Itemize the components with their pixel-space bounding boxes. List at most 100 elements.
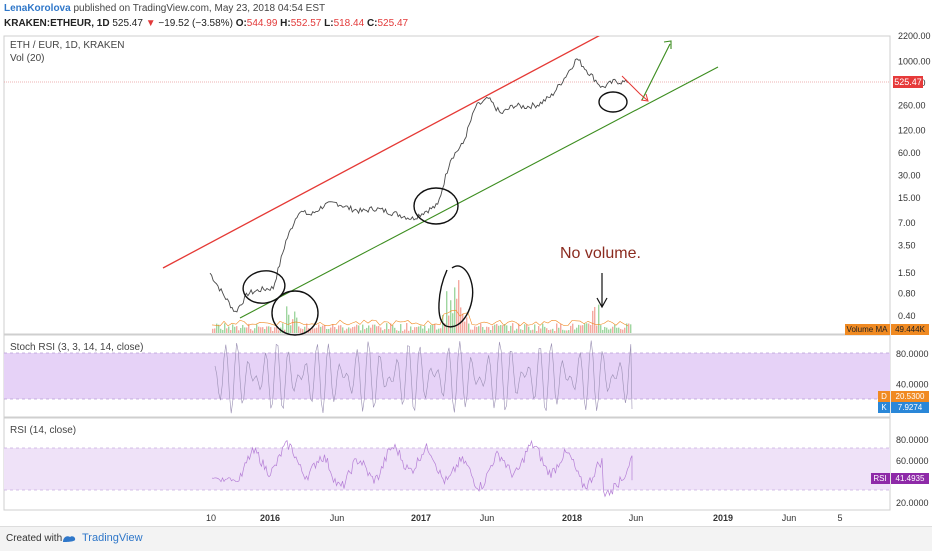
volume-bar bbox=[336, 329, 338, 333]
stoch-k-tag bbox=[878, 402, 890, 413]
chart-svg[interactable]: ETH / EUR, 1D, KRAKEN Vol (20) Stoch RSI… bbox=[0, 0, 932, 526]
volume-bar bbox=[290, 325, 292, 333]
volume-bar bbox=[370, 327, 372, 333]
price-tick-label: 2200.00 bbox=[898, 31, 931, 41]
volume-bar bbox=[354, 326, 356, 333]
volume-bar bbox=[402, 330, 404, 333]
rsi-tick-label: 80.0000 bbox=[896, 435, 929, 445]
time-tick-label: 2016 bbox=[260, 513, 280, 523]
rsi-tick-label: 20.0000 bbox=[896, 498, 929, 508]
volume-bar bbox=[242, 324, 244, 333]
down-arrow-icon: ▼ bbox=[145, 18, 156, 29]
volume-bar bbox=[410, 326, 412, 333]
volume-bar bbox=[490, 330, 492, 333]
price-tick-label: 1.50 bbox=[898, 268, 916, 278]
rsi-axis[interactable]: 80.0000 60.0000 20.0000 bbox=[896, 435, 929, 508]
projection-up-arrow bbox=[641, 43, 671, 101]
volume-bar bbox=[316, 327, 318, 333]
volume-bar bbox=[522, 329, 524, 333]
volume-bar bbox=[514, 330, 516, 333]
volume-bar bbox=[428, 328, 430, 333]
volume-bar bbox=[272, 330, 274, 333]
volume-bar bbox=[482, 326, 484, 333]
price-tick-label: 0.40 bbox=[898, 311, 916, 321]
time-tick-label: 10 bbox=[206, 513, 216, 523]
volume-bar bbox=[548, 330, 550, 333]
stoch-d-tag bbox=[878, 391, 890, 402]
stoch-d-value: 20.5300 bbox=[896, 392, 925, 401]
volume-bar bbox=[298, 326, 300, 333]
symbol-label: KRAKEN:ETHEUR, 1D bbox=[4, 18, 110, 29]
time-axis[interactable]: 10 2016 Jun 2017 Jun 2018 Jun 2019 Jun 5 bbox=[206, 513, 843, 523]
price-tick-label: 260.00 bbox=[898, 100, 926, 110]
volume-bar bbox=[420, 325, 422, 333]
high-value: 552.57 bbox=[290, 18, 322, 29]
rsi-value: 41.4935 bbox=[896, 474, 925, 483]
volume-bar bbox=[384, 329, 386, 333]
volume-bar bbox=[576, 327, 578, 333]
volume-bar bbox=[396, 330, 398, 333]
high-label: H: bbox=[280, 18, 291, 29]
volume-bar bbox=[590, 324, 592, 333]
price-tick-label: 120.00 bbox=[898, 126, 926, 136]
volume-ma-value-badge bbox=[891, 324, 929, 335]
volume-bar bbox=[474, 326, 476, 333]
volume-bar bbox=[464, 321, 466, 333]
stoch-axis[interactable]: 80.0000 40.0000 bbox=[896, 349, 929, 389]
volume-bar bbox=[268, 326, 270, 333]
price-tick-label: 60.00 bbox=[898, 148, 921, 158]
volume-bar bbox=[238, 330, 240, 333]
volume-bar bbox=[222, 329, 224, 333]
volume-bar bbox=[532, 329, 534, 333]
main-pane-title: ETH / EUR, 1D, KRAKEN bbox=[10, 40, 124, 51]
volume-bar bbox=[614, 324, 616, 333]
volume-bar bbox=[584, 323, 586, 333]
price-tick-label: 15.00 bbox=[898, 193, 921, 203]
volume-bar bbox=[432, 324, 434, 333]
volume-bar bbox=[438, 328, 440, 333]
volume-bar bbox=[526, 324, 528, 333]
circle-annotation-5 bbox=[598, 91, 628, 113]
volume-bar bbox=[426, 330, 428, 333]
tradingview-brand-link[interactable]: TradingView bbox=[82, 532, 143, 544]
volume-bar bbox=[246, 327, 248, 333]
volume-bar bbox=[356, 324, 358, 333]
volume-bar bbox=[342, 327, 344, 333]
volume-bar bbox=[234, 326, 236, 333]
stoch-k-value: 7.9274 bbox=[898, 403, 923, 412]
volume-bar bbox=[546, 328, 548, 333]
volume-bar bbox=[518, 323, 520, 333]
volume-bar bbox=[232, 324, 234, 333]
time-tick-label: 2017 bbox=[411, 513, 431, 523]
volume-bar bbox=[612, 326, 614, 333]
volume-bar bbox=[388, 329, 390, 333]
volume-bar bbox=[412, 330, 414, 333]
volume-bar bbox=[558, 327, 560, 333]
author-link[interactable]: LenaKorolova bbox=[4, 3, 71, 14]
price-axis[interactable]: 2200.001000.00520.00260.00120.0060.0030.… bbox=[898, 31, 931, 321]
volume-bar bbox=[468, 323, 470, 333]
price-line bbox=[209, 58, 628, 313]
volume-bar bbox=[378, 325, 380, 333]
volume-bar bbox=[630, 324, 632, 333]
publish-info: published on TradingView.com, May 23, 20… bbox=[73, 3, 326, 14]
volume-ma-label: Volume MA bbox=[847, 325, 889, 334]
volume-bar bbox=[484, 329, 486, 333]
volume-bar bbox=[542, 323, 544, 333]
volume-bar bbox=[598, 304, 600, 333]
volume-bar bbox=[276, 326, 278, 333]
volume-bar bbox=[512, 323, 514, 333]
volume-bar bbox=[560, 324, 562, 333]
volume-bar bbox=[408, 330, 410, 333]
volume-bar bbox=[568, 330, 570, 333]
volume-bar bbox=[476, 326, 478, 333]
rsi-tag-label: RSI bbox=[873, 474, 886, 483]
circle-annotation-2 bbox=[271, 290, 319, 336]
volume-bar bbox=[266, 326, 268, 333]
volume-bar bbox=[254, 328, 256, 333]
volume-bar bbox=[444, 323, 446, 333]
volume-bar bbox=[406, 323, 408, 333]
time-tick-label: 2018 bbox=[562, 513, 582, 523]
volume-bar bbox=[362, 324, 364, 333]
circle-annotation-1 bbox=[242, 270, 286, 304]
